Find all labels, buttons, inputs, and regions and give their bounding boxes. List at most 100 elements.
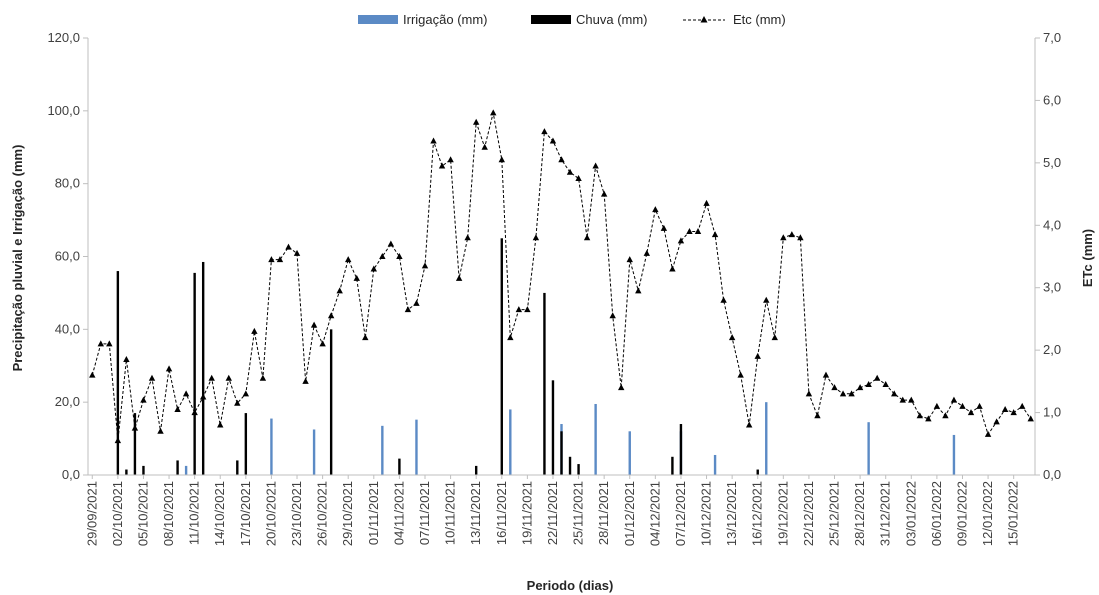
- etc-marker: [490, 109, 497, 116]
- chuva-bar: [236, 460, 239, 475]
- x-tick-label: 07/12/2021: [673, 481, 688, 546]
- etc-marker: [984, 430, 992, 437]
- x-tick-label: 19/12/2021: [775, 481, 790, 546]
- chuva-bar: [568, 456, 572, 475]
- etc-marker: [694, 228, 702, 235]
- x-tick-label: 14/10/2021: [212, 481, 227, 546]
- irrigacao-bar: [270, 418, 273, 475]
- etc-marker: [225, 374, 232, 381]
- legend-chuva-swatch: [531, 15, 571, 24]
- etc-marker: [933, 402, 941, 409]
- etc-marker: [472, 118, 480, 125]
- etc-marker: [967, 409, 975, 416]
- x-tick-label: 23/10/2021: [289, 481, 304, 546]
- etc-marker: [814, 412, 821, 419]
- etc-marker: [856, 384, 864, 391]
- etc-marker: [976, 402, 983, 409]
- chuva-bar: [125, 469, 128, 475]
- x-tick-label: 25/12/2021: [827, 481, 842, 546]
- etc-marker: [805, 390, 813, 397]
- etc-marker: [549, 137, 557, 144]
- etc-marker: [106, 340, 113, 347]
- etc-marker: [865, 380, 872, 387]
- etc-marker: [421, 262, 429, 269]
- y2-tick-label: 2,0: [1043, 342, 1061, 357]
- etc-marker: [728, 334, 736, 341]
- etc-marker: [123, 356, 130, 363]
- etc-marker: [891, 390, 898, 397]
- etc-marker: [387, 240, 395, 247]
- etc-marker: [660, 224, 668, 231]
- etc-marker: [438, 162, 446, 169]
- y-tick-label: 20,0: [55, 394, 80, 409]
- irrigacao-bar: [509, 409, 512, 475]
- x-axis-title: Periodo (dias): [527, 578, 614, 593]
- etc-marker: [507, 334, 514, 341]
- chuva-bar: [543, 292, 546, 475]
- etc-marker: [413, 299, 420, 306]
- chuva-bar: [671, 456, 674, 475]
- etc-marker: [618, 384, 625, 391]
- irrigacao-bar: [381, 425, 384, 475]
- y-tick-label: 0,0: [62, 467, 80, 482]
- etc-marker: [174, 405, 181, 412]
- etc-marker: [763, 296, 770, 303]
- etc-marker: [97, 340, 104, 347]
- chuva-bar: [244, 413, 248, 475]
- x-tick-label: 10/12/2021: [699, 481, 714, 546]
- etc-marker: [157, 427, 164, 434]
- etc-marker: [498, 156, 505, 163]
- etc-marker: [950, 396, 958, 403]
- x-tick-label: 09/01/2022: [954, 481, 969, 546]
- x-tick-label: 11/10/2021: [187, 481, 202, 545]
- x-tick-label: 08/10/2021: [161, 481, 176, 546]
- etc-marker: [515, 306, 523, 313]
- etc-marker: [242, 390, 250, 397]
- x-tick-label: 01/12/2021: [622, 481, 637, 546]
- etc-marker: [370, 265, 378, 272]
- etc-marker: [1019, 402, 1026, 409]
- y2-tick-label: 4,0: [1043, 217, 1061, 232]
- x-tick-label: 25/11/2021: [571, 481, 586, 545]
- irrigacao-bar: [713, 454, 717, 475]
- x-tick-label: 28/11/2021: [596, 481, 611, 545]
- etc-marker: [319, 340, 326, 347]
- etc-marker: [481, 143, 488, 150]
- legend-chuva-label: Chuva (mm): [576, 12, 648, 27]
- x-tick-label: 15/01/2022: [1006, 481, 1021, 546]
- x-tick-label: 29/09/2021: [84, 481, 99, 546]
- x-tick-label: 06/01/2022: [929, 481, 944, 546]
- etc-marker: [182, 390, 190, 397]
- x-tick-label: 04/12/2021: [647, 481, 662, 546]
- x-tick-label: 16/12/2021: [750, 481, 765, 546]
- x-tick-label: 29/10/2021: [340, 481, 355, 546]
- y-tick-label: 100,0: [47, 103, 80, 118]
- etc-marker: [942, 412, 949, 419]
- legend-etc-label: Etc (mm): [733, 12, 786, 27]
- etc-marker: [114, 437, 122, 444]
- etc-marker: [353, 274, 360, 281]
- x-tick-label: 13/11/2021: [468, 481, 483, 545]
- etc-marker: [788, 231, 796, 238]
- etc-marker: [1027, 415, 1034, 422]
- x-tick-label: 05/10/2021: [135, 481, 150, 546]
- legend-irrigacao-swatch: [358, 15, 398, 24]
- etc-marker: [566, 168, 574, 175]
- etc-marker: [592, 162, 599, 169]
- etc-marker: [379, 253, 386, 259]
- etc-marker: [754, 352, 761, 359]
- bars: [116, 238, 956, 475]
- chuva-bar: [201, 261, 205, 475]
- etc-marker: [310, 321, 318, 328]
- chuva-bar: [193, 272, 196, 475]
- etc-marker: [148, 374, 156, 381]
- etc-marker: [217, 421, 224, 428]
- irrigacao-bar: [184, 465, 188, 475]
- chuva-bar: [577, 464, 580, 475]
- etc-marker: [524, 306, 531, 313]
- etc-marker: [643, 249, 651, 256]
- etc-marker: [447, 156, 454, 163]
- etc-marker: [925, 415, 932, 422]
- etc-marker: [626, 256, 633, 263]
